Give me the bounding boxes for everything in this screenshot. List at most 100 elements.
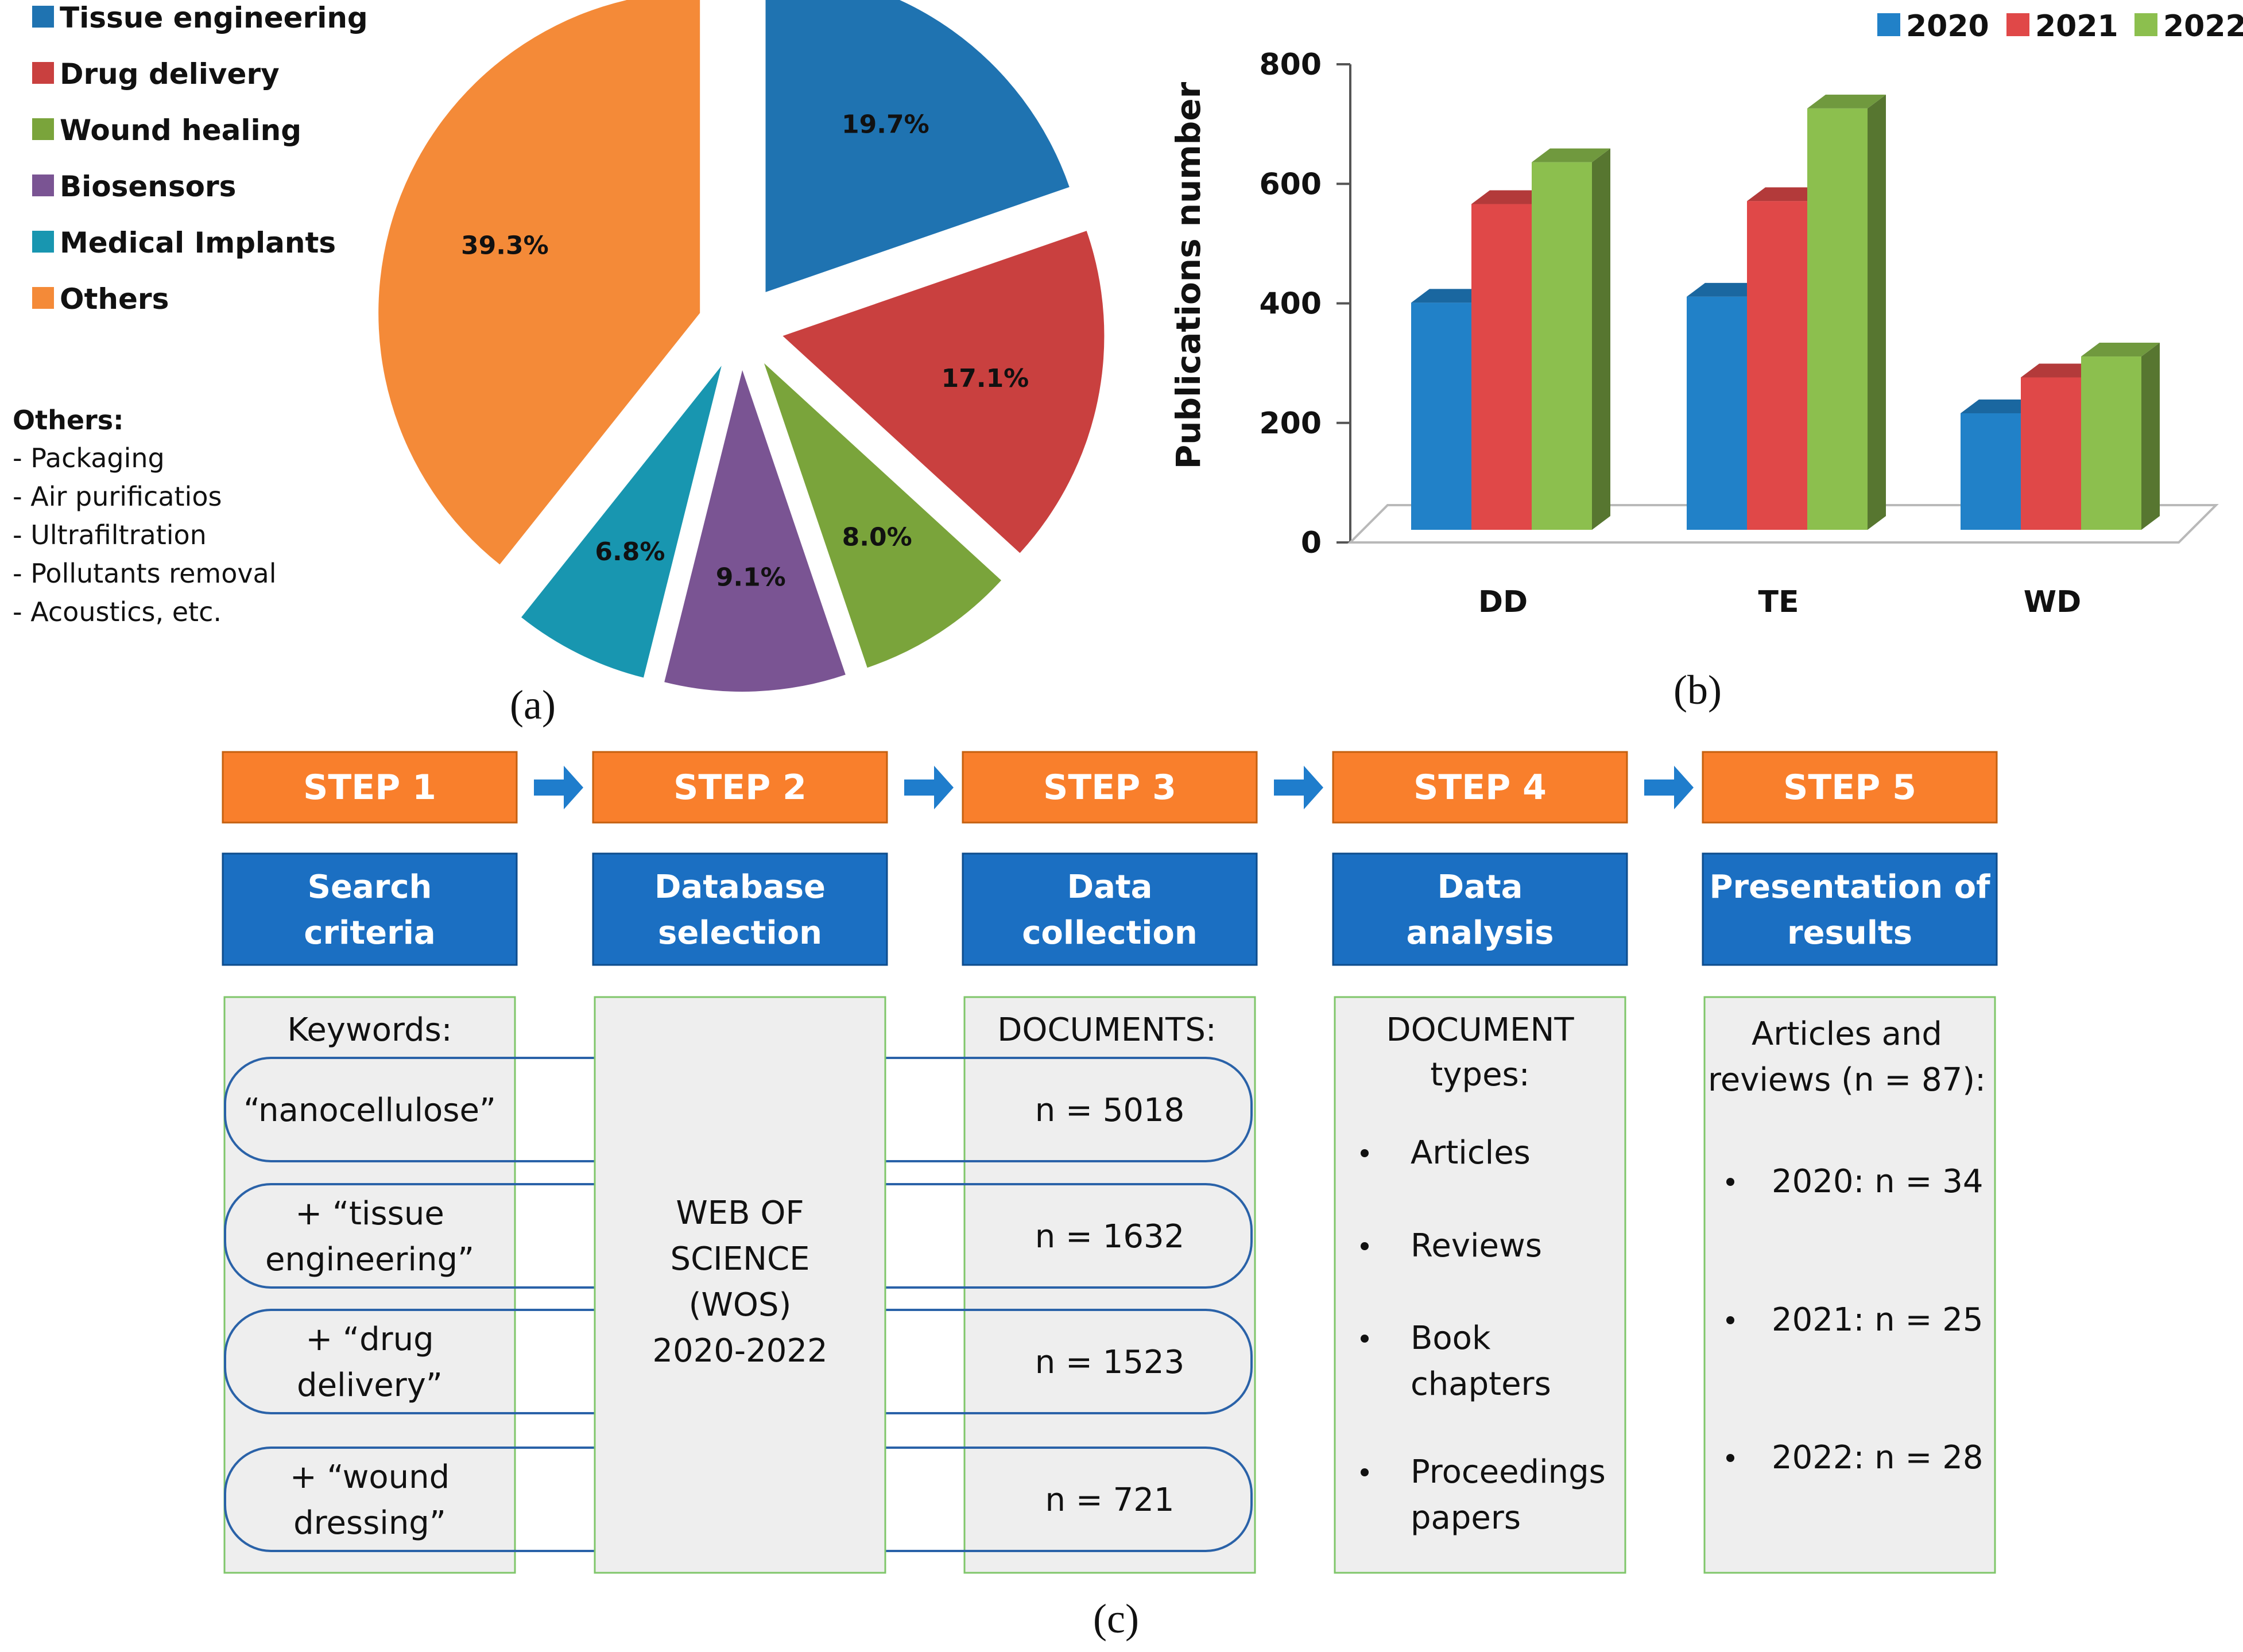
pie-slice-value-label: 17.1% (942, 364, 1029, 393)
bar-dd-2022 (1532, 162, 1592, 530)
bullet-icon (1361, 1468, 1369, 1476)
pie-slice-value-label: 19.7% (842, 110, 929, 139)
bullet-icon (1726, 1316, 1734, 1324)
legend-entry: Tissue engineering (60, 1, 368, 34)
step-header (962, 751, 1258, 824)
y-tick-label: 600 (1259, 167, 1322, 201)
others-note-item: - Pollutants removal (13, 558, 277, 589)
pie-slice-drug-delivery (782, 231, 1105, 553)
x-tick-label: WD (2024, 585, 2082, 619)
keyword-text: + “wound (290, 1459, 450, 1496)
bullet-icon (1361, 1242, 1369, 1250)
panel-label-a: (a) (510, 682, 556, 728)
keyword-text: dressing” (293, 1504, 446, 1542)
legend-swatch (2006, 13, 2029, 36)
step-title-text: Data (1067, 868, 1153, 906)
others-note-title: Others: (13, 405, 124, 436)
bar-side (1868, 94, 1886, 530)
keyword-text: engineering” (265, 1241, 474, 1278)
flow-arrow-icon (1644, 766, 1694, 809)
bar-top (2081, 343, 2160, 357)
bar-dd-2020 (1411, 303, 1471, 530)
flow-arrow-icon (904, 766, 954, 809)
bar-te-2021 (1747, 201, 1807, 530)
document-count: n = 1632 (1035, 1218, 1185, 1255)
document-count: n = 721 (1045, 1482, 1175, 1519)
keyword-text: delivery” (297, 1367, 443, 1404)
pie-slice-tissue-engineering (765, 0, 1070, 292)
step-header (222, 751, 518, 824)
bar-top (2021, 363, 2099, 378)
bar-te-2020 (1687, 296, 1747, 530)
step-title-text: selection (658, 914, 822, 952)
legend-swatch (32, 231, 54, 253)
analysis-header: DOCUMENT (1386, 1011, 1574, 1049)
bar-wd-2022 (2081, 356, 2141, 530)
content-box (223, 996, 516, 1574)
pie-slice-biosensors (664, 370, 846, 692)
bar-top (1961, 399, 2039, 413)
step-title-text: Search (308, 868, 432, 906)
database-text: (WOS) (689, 1286, 792, 1324)
legend-entry: Biosensors (60, 170, 236, 203)
keyword-text: + “drug (305, 1321, 433, 1358)
legend-entry: 2020 (1906, 9, 1989, 44)
bullet-icon (1361, 1149, 1369, 1157)
legend-entry: Drug delivery (60, 57, 280, 91)
bullet-icon (1726, 1178, 1734, 1186)
step-title-box (1702, 852, 1998, 966)
bar-top (1532, 148, 1610, 162)
pie-slice-value-label: 9.1% (716, 563, 786, 592)
others-note-item: - Acoustics, etc. (13, 596, 222, 627)
bar-top (1687, 282, 1765, 297)
pie-slice-wound-healing (764, 363, 1001, 668)
legend-swatch (32, 62, 54, 84)
bar-top (1411, 289, 1490, 303)
y-tick-label: 800 (1259, 48, 1322, 82)
step-title-text: Database (654, 868, 826, 906)
legend-swatch (32, 174, 54, 196)
document-type-item: Articles (1411, 1134, 1531, 1172)
legend-entry: 2021 (2035, 9, 2118, 44)
step-title-box (1332, 852, 1628, 966)
step-title-box (222, 852, 518, 966)
legend-entry: Medical Implants (60, 226, 336, 259)
keywords-header: Keywords: (287, 1011, 452, 1049)
result-item: 2020: n = 34 (1772, 1163, 1983, 1200)
step-title-box (592, 852, 888, 966)
document-type-item: papers (1411, 1499, 1521, 1537)
bar-wd-2020 (1961, 413, 2021, 530)
document-type-item: chapters (1411, 1366, 1551, 1403)
flow-arrow-icon (1274, 766, 1323, 809)
legend-swatch (1877, 13, 1900, 36)
pie-slice-value-label: 8.0% (842, 522, 912, 552)
document-type-item: Reviews (1411, 1227, 1542, 1265)
bar-top (1747, 187, 1826, 201)
keyword-text: “nanocellulose” (243, 1092, 496, 1129)
document-count: n = 1523 (1035, 1344, 1185, 1381)
step-label: STEP 1 (303, 767, 436, 808)
y-tick-label: 400 (1259, 287, 1322, 321)
bar-chart-panel: 0 200 400 600 800 Publications number DD TE WD 20… (1169, 9, 2243, 713)
keyword-text: + “tissue (295, 1195, 444, 1232)
step-title-text: results (1787, 914, 1912, 952)
pie-slice-others (378, 0, 700, 565)
pie-slice-value-label: 6.8% (595, 537, 665, 567)
document-count: n = 5018 (1035, 1092, 1185, 1129)
legend-swatch (2134, 13, 2157, 36)
y-tick-label: 0 (1301, 526, 1322, 560)
step-label: STEP 5 (1783, 767, 1916, 808)
database-text: WEB OF (676, 1195, 804, 1232)
bar-side (1592, 148, 1610, 530)
chart-floor (1347, 504, 2219, 544)
result-item: 2022: n = 28 (1772, 1439, 1983, 1476)
step-label: STEP 2 (673, 767, 807, 808)
content-box (1334, 996, 1626, 1574)
database-box (594, 996, 886, 1574)
database-text: SCIENCE (671, 1240, 810, 1278)
step-label: STEP 3 (1043, 767, 1176, 808)
legend-entry: 2022 (2163, 9, 2243, 44)
results-header: Articles and (1752, 1015, 1942, 1053)
step-header (592, 751, 888, 824)
